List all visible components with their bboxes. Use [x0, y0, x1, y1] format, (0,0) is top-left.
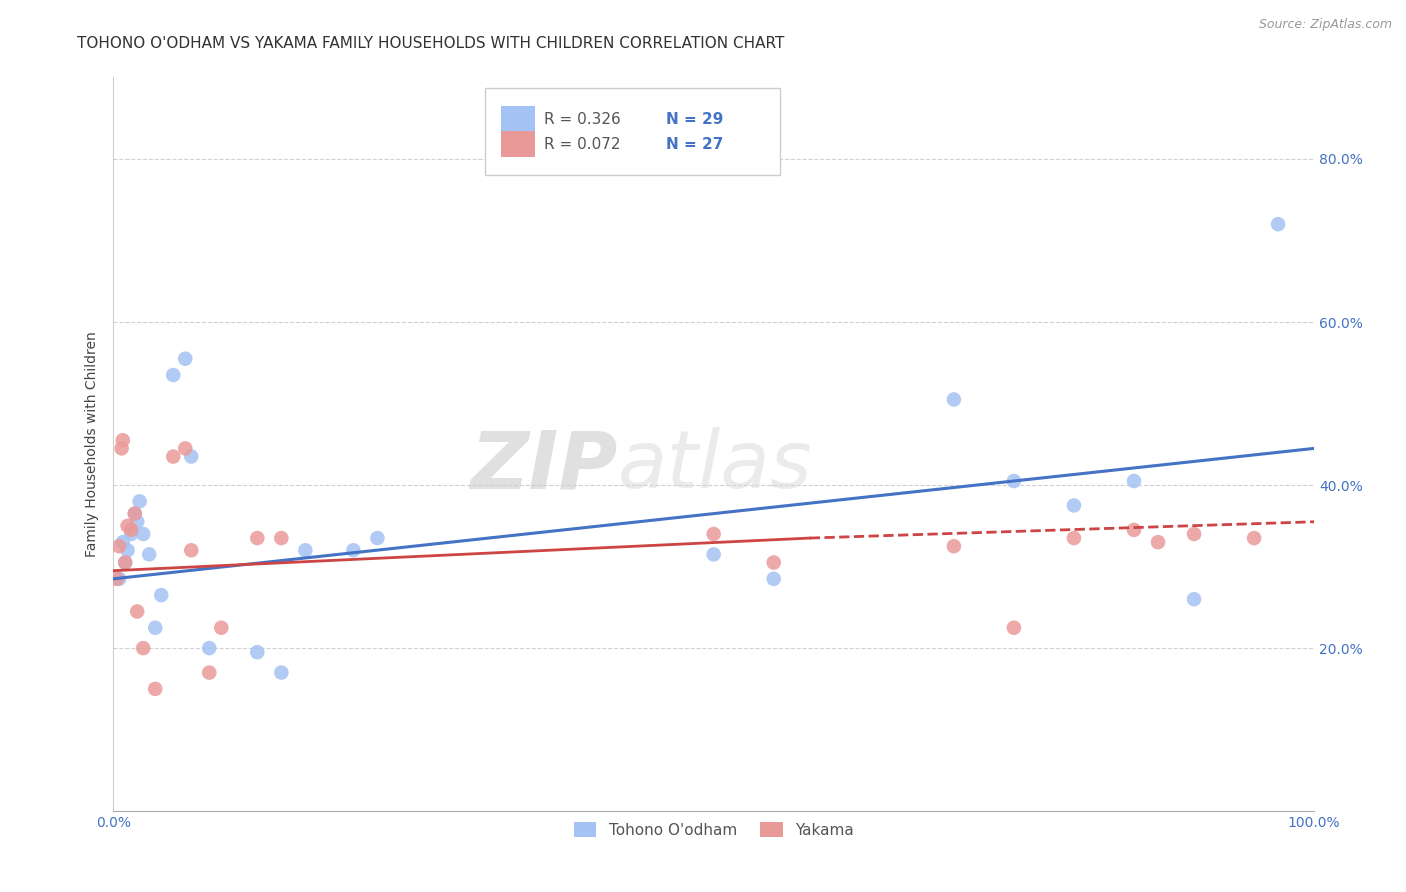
- Point: [1063, 499, 1085, 513]
- Point: [143, 681, 166, 696]
- Point: [127, 604, 149, 618]
- Point: [174, 442, 197, 456]
- FancyBboxPatch shape: [501, 106, 534, 133]
- Point: [143, 621, 166, 635]
- Point: [180, 543, 202, 558]
- Point: [117, 519, 139, 533]
- Point: [209, 621, 232, 635]
- Text: atlas: atlas: [617, 427, 813, 506]
- Point: [111, 434, 134, 448]
- Point: [1002, 474, 1025, 488]
- Point: [110, 442, 132, 456]
- Point: [132, 641, 155, 656]
- Y-axis label: Family Households with Children: Family Households with Children: [86, 332, 100, 558]
- Point: [246, 531, 269, 545]
- Point: [1267, 217, 1289, 231]
- Point: [108, 572, 131, 586]
- FancyBboxPatch shape: [501, 131, 534, 157]
- Legend: Tohono O'odham, Yakama: Tohono O'odham, Yakama: [568, 815, 860, 844]
- Point: [117, 543, 139, 558]
- Point: [120, 523, 142, 537]
- Point: [703, 527, 725, 541]
- Point: [294, 543, 316, 558]
- Text: R = 0.326: R = 0.326: [544, 112, 621, 127]
- Point: [342, 543, 364, 558]
- Text: Source: ZipAtlas.com: Source: ZipAtlas.com: [1258, 18, 1392, 31]
- Point: [1147, 535, 1170, 549]
- FancyBboxPatch shape: [485, 88, 780, 175]
- Point: [1002, 621, 1025, 635]
- Point: [270, 531, 292, 545]
- Point: [162, 450, 184, 464]
- Point: [111, 535, 134, 549]
- Point: [942, 392, 965, 407]
- Point: [762, 572, 785, 586]
- Point: [124, 507, 146, 521]
- Point: [174, 351, 197, 366]
- Point: [1123, 474, 1146, 488]
- Point: [114, 556, 136, 570]
- Point: [1243, 531, 1265, 545]
- Point: [198, 641, 221, 656]
- Point: [180, 450, 202, 464]
- Point: [1182, 592, 1205, 607]
- Point: [1123, 523, 1146, 537]
- Point: [270, 665, 292, 680]
- Point: [162, 368, 184, 382]
- Text: N = 29: N = 29: [665, 112, 723, 127]
- Point: [124, 507, 146, 521]
- Text: N = 27: N = 27: [665, 136, 723, 152]
- Point: [138, 547, 160, 561]
- Point: [132, 527, 155, 541]
- Point: [762, 556, 785, 570]
- Text: R = 0.072: R = 0.072: [544, 136, 621, 152]
- Point: [1182, 527, 1205, 541]
- Point: [942, 539, 965, 553]
- Point: [366, 531, 388, 545]
- Point: [1063, 531, 1085, 545]
- Point: [120, 527, 142, 541]
- Point: [127, 515, 149, 529]
- Point: [114, 556, 136, 570]
- Point: [128, 494, 150, 508]
- Point: [108, 539, 131, 553]
- Text: TOHONO O'ODHAM VS YAKAMA FAMILY HOUSEHOLDS WITH CHILDREN CORRELATION CHART: TOHONO O'ODHAM VS YAKAMA FAMILY HOUSEHOL…: [77, 36, 785, 51]
- Point: [105, 572, 128, 586]
- Point: [703, 547, 725, 561]
- Point: [150, 588, 173, 602]
- Point: [198, 665, 221, 680]
- Text: ZIP: ZIP: [470, 427, 617, 506]
- Point: [246, 645, 269, 659]
